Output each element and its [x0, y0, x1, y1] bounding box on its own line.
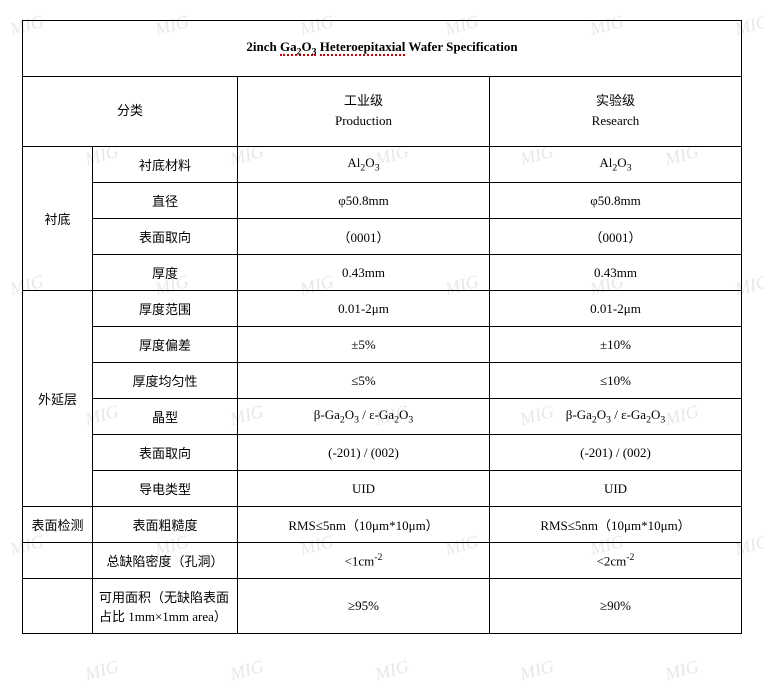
cell-research: ±10% — [490, 327, 742, 363]
row-label: 厚度 — [93, 255, 238, 291]
cell-research: Al2O3 — [490, 147, 742, 183]
row-group-label: 外延层 — [23, 291, 93, 507]
cell-research: 0.43mm — [490, 255, 742, 291]
row-label: 导电类型 — [93, 471, 238, 507]
cell-production: (-201) / (002) — [238, 435, 490, 471]
row-label: 晶型 — [93, 399, 238, 435]
cell-production: <1cm-2 — [238, 543, 490, 579]
watermark: MIG — [373, 656, 411, 685]
row-label: 总缺陷密度（孔洞） — [93, 543, 238, 579]
row-label: 厚度偏差 — [93, 327, 238, 363]
cell-research: RMS≤5nm（10μm*10μm） — [490, 507, 742, 543]
cell-research: φ50.8mm — [490, 183, 742, 219]
cell-production: ±5% — [238, 327, 490, 363]
table-row: 外延层厚度范围0.01-2μm0.01-2μm — [23, 291, 742, 327]
cell-production: 0.01-2μm — [238, 291, 490, 327]
row-label: 可用面积（无缺陷表面占比 1mm×1mm area） — [93, 579, 238, 634]
watermark: MIG — [83, 656, 121, 685]
table-row: 厚度0.43mm0.43mm — [23, 255, 742, 291]
cell-production: Al2O3 — [238, 147, 490, 183]
table-row: 厚度均匀性≤5%≤10% — [23, 363, 742, 399]
table-row: 导电类型UIDUID — [23, 471, 742, 507]
row-label: 直径 — [93, 183, 238, 219]
row-label: 厚度均匀性 — [93, 363, 238, 399]
cell-production: β-Ga2O3 / ε-Ga2O3 — [238, 399, 490, 435]
cell-research: （0001） — [490, 219, 742, 255]
row-label: 表面取向 — [93, 219, 238, 255]
table-row: 厚度偏差±5%±10% — [23, 327, 742, 363]
cell-research: UID — [490, 471, 742, 507]
spec-table: 2inch Ga2O3 Heteroepitaxial Wafer Specif… — [22, 20, 742, 634]
table-row: 可用面积（无缺陷表面占比 1mm×1mm area）≥95%≥90% — [23, 579, 742, 634]
cell-production: UID — [238, 471, 490, 507]
watermark: MIG — [663, 656, 701, 685]
cell-research: <2cm-2 — [490, 543, 742, 579]
cell-research: ≥90% — [490, 579, 742, 634]
spec-table-body: 2inch Ga2O3 Heteroepitaxial Wafer Specif… — [23, 21, 742, 634]
table-row: 表面取向（0001）（0001） — [23, 219, 742, 255]
cell-research: 0.01-2μm — [490, 291, 742, 327]
cell-production: （0001） — [238, 219, 490, 255]
cell-research: ≤10% — [490, 363, 742, 399]
table-row: 总缺陷密度（孔洞）<1cm-2<2cm-2 — [23, 543, 742, 579]
row-group-label: 衬底 — [23, 147, 93, 291]
empty-group-cell — [23, 579, 93, 634]
cell-production: ≥95% — [238, 579, 490, 634]
table-title: 2inch Ga2O3 Heteroepitaxial Wafer Specif… — [23, 21, 742, 77]
table-row: 衬底衬底材料Al2O3Al2O3 — [23, 147, 742, 183]
cell-production: RMS≤5nm（10μm*10μm） — [238, 507, 490, 543]
table-row: 晶型β-Ga2O3 / ε-Ga2O3β-Ga2O3 / ε-Ga2O3 — [23, 399, 742, 435]
spec-table-container: 2inch Ga2O3 Heteroepitaxial Wafer Specif… — [0, 0, 764, 654]
table-row: 表面检测表面粗糙度RMS≤5nm（10μm*10μm）RMS≤5nm（10μm*… — [23, 507, 742, 543]
row-label: 表面取向 — [93, 435, 238, 471]
row-group-label: 表面检测 — [23, 507, 93, 543]
header-col-production: 工业级Production — [238, 76, 490, 147]
watermark: MIG — [228, 656, 266, 685]
cell-research: (-201) / (002) — [490, 435, 742, 471]
header-category: 分类 — [23, 76, 238, 147]
cell-production: ≤5% — [238, 363, 490, 399]
cell-production: 0.43mm — [238, 255, 490, 291]
table-row: 直径φ50.8mmφ50.8mm — [23, 183, 742, 219]
table-row: 表面取向(-201) / (002)(-201) / (002) — [23, 435, 742, 471]
watermark: MIG — [518, 656, 556, 685]
header-col-research: 实验级Research — [490, 76, 742, 147]
empty-group-cell — [23, 543, 93, 579]
cell-research: β-Ga2O3 / ε-Ga2O3 — [490, 399, 742, 435]
row-label: 衬底材料 — [93, 147, 238, 183]
cell-production: φ50.8mm — [238, 183, 490, 219]
row-label: 表面粗糙度 — [93, 507, 238, 543]
row-label: 厚度范围 — [93, 291, 238, 327]
